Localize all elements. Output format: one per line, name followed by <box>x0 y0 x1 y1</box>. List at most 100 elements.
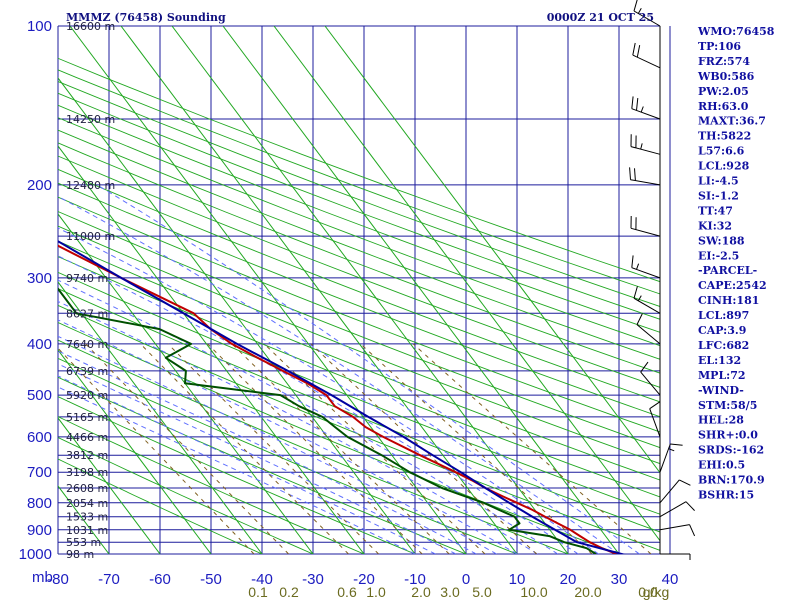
height-label: 12480 m <box>66 179 115 192</box>
pressure-label: 200 <box>27 177 52 194</box>
temperature-tick-label: -80 <box>47 571 69 588</box>
pressure-label: 1000 <box>19 546 52 563</box>
mixing-ratio-line <box>231 343 450 554</box>
mixing-ratio-label: 5.0 <box>472 584 492 600</box>
profile-temperature <box>58 244 624 554</box>
height-label: 1533 m <box>66 511 108 524</box>
temperature-tick-label: 30 <box>611 571 628 588</box>
dry-adiabat <box>58 168 660 403</box>
height-labels: 16600 m 14250 m 12480 m 11000 m 9740 m 8627 m… <box>66 20 115 561</box>
isotherm-line <box>171 26 569 554</box>
wind-barb <box>633 286 661 314</box>
profile-dewpoint <box>58 287 597 554</box>
dry-adiabat <box>58 69 660 295</box>
mixing-ratio-label: 3.0 <box>440 584 460 600</box>
isotherm-line <box>324 26 660 474</box>
dry-adiabat <box>58 182 660 418</box>
temperature-tick-label: -50 <box>200 571 222 588</box>
profile-parcel <box>58 240 626 554</box>
dry-adiabat <box>58 357 519 554</box>
mixing-ratio-label: 0.6 <box>337 584 357 600</box>
dry-adiabat <box>58 458 264 554</box>
isotherm-line <box>58 145 365 554</box>
pressure-label: 400 <box>27 336 52 353</box>
isotherm-line <box>58 213 314 554</box>
sounding-profiles <box>58 240 626 554</box>
mixing-ratio-labels: 0.1 0.2 0.6 1.0 2.0 3.0 5.0 10.0 20.0 0.0g/kg <box>248 584 669 600</box>
temperature-tick-label: -70 <box>98 571 120 588</box>
dry-adiabat <box>58 129 660 360</box>
wind-barb <box>659 479 691 504</box>
dry-adiabat <box>58 92 660 320</box>
pressure-label: 600 <box>27 429 52 446</box>
wind-barb <box>640 361 661 396</box>
height-label: 98 m <box>66 548 94 561</box>
height-label: 9740 m <box>66 272 108 285</box>
height-label: 3198 m <box>66 466 108 479</box>
dry-adiabat <box>58 256 660 498</box>
mixing-ratio-label: 0.1 <box>248 584 268 600</box>
height-label: 3812 m <box>66 449 108 462</box>
moist-adiabat <box>58 386 416 554</box>
moist-adiabat <box>58 195 620 554</box>
mixing-ratio-line <box>263 343 486 554</box>
height-label: 1031 m <box>66 524 108 537</box>
mixing-ratio-line <box>167 343 379 554</box>
wind-barb <box>631 255 661 279</box>
pressure-label: 500 <box>27 387 52 404</box>
height-label: 6739 m <box>66 365 108 378</box>
mixing-ratio-line <box>360 343 593 554</box>
height-label: 2054 m <box>66 497 108 510</box>
height-label: 11000 m <box>66 230 115 243</box>
chart-time: 0000Z 21 OCT 25 <box>547 11 654 24</box>
isotherm-line <box>58 349 212 554</box>
wind-barb <box>630 215 661 237</box>
wind-barb <box>659 501 695 518</box>
wind-barb <box>660 553 691 560</box>
mixing-ratio-line <box>412 343 652 554</box>
height-label: 7640 m <box>66 338 108 351</box>
height-label: 553 m <box>66 536 101 549</box>
dry-adiabat <box>58 155 660 388</box>
moist-adiabat <box>58 300 538 554</box>
pressure-label: 300 <box>27 270 52 287</box>
mixing-ratio-label: 0.2 <box>279 584 299 600</box>
dry-adiabat <box>58 436 315 554</box>
pressure-labels: 100 200 300 400 500 600 700 800 900 1000 <box>19 18 52 563</box>
dry-adiabat <box>58 271 660 515</box>
mixing-ratio-line <box>207 343 423 554</box>
moist-adiabat <box>58 319 518 554</box>
mixing-ratio-label: g/kg <box>643 584 669 600</box>
isotherm-line <box>58 77 416 554</box>
moist-adiabat <box>58 363 457 554</box>
temperature-tick-label: 40 <box>662 571 679 588</box>
wind-barb <box>659 443 683 473</box>
wind-barb <box>632 42 661 69</box>
temperature-tick-label: -20 <box>353 571 375 588</box>
moist-adiabat <box>58 335 497 554</box>
mixing-ratio-label: 1.0 <box>366 584 386 600</box>
mixing-ratio-line <box>58 347 255 554</box>
temperature-tick-label: 10 <box>509 571 526 588</box>
mixing-ratio-label: 20.0 <box>574 584 601 600</box>
height-label: 2608 m <box>66 482 108 495</box>
mixing-ratio-label: 0.0 <box>638 584 658 600</box>
dry-adiabat <box>58 80 660 307</box>
wind-barb <box>629 167 661 186</box>
temperature-tick-label: -40 <box>251 571 273 588</box>
mixing-ratio-line <box>310 343 538 554</box>
isotherm-line <box>58 281 263 554</box>
height-label: 14250 m <box>66 113 115 126</box>
dry-adiabat <box>58 416 366 554</box>
dry-adiabat <box>58 117 660 347</box>
wind-barb-column <box>629 0 696 560</box>
mixing-ratio-label: 10.0 <box>520 584 547 600</box>
dry-adiabat <box>58 142 660 374</box>
isotherm-line <box>273 26 660 542</box>
chart-title: MMMZ (76458) Sounding <box>66 11 226 24</box>
pressure-label: 900 <box>27 522 52 539</box>
isotherm-line <box>222 26 620 554</box>
wind-barb <box>631 96 661 120</box>
